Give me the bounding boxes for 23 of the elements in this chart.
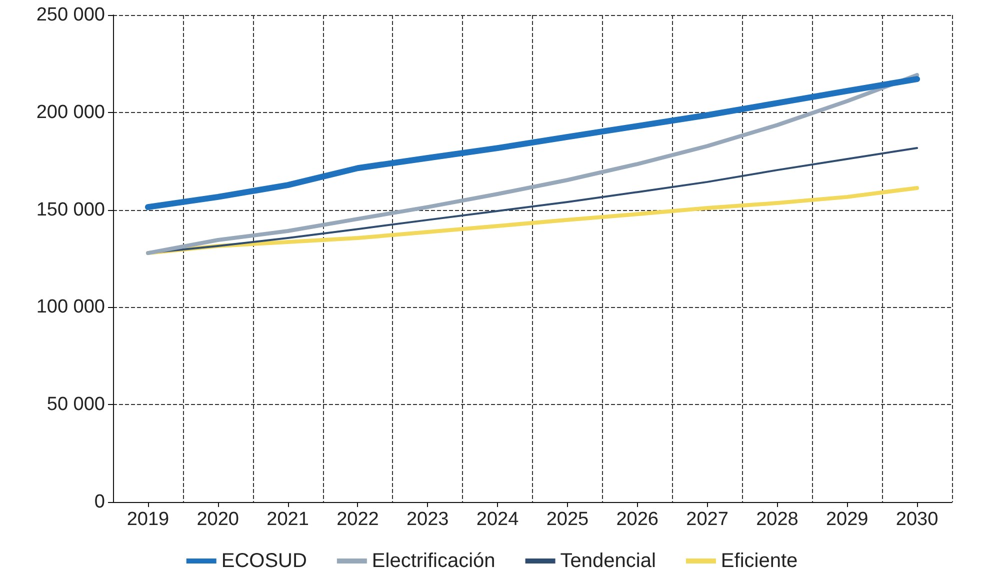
legend-label: Eficiente: [720, 550, 798, 572]
y-tick-label: 200 000: [36, 102, 105, 123]
legend-label: Electrificación: [372, 550, 496, 572]
x-tick-label: 2025: [546, 509, 589, 530]
x-tick-label: 2024: [476, 509, 520, 530]
y-tick-label: 250 000: [36, 4, 105, 26]
x-tick-label: 2029: [826, 509, 868, 530]
legend-label: ECOSUD: [221, 550, 307, 572]
x-tick-label: 2023: [406, 509, 449, 530]
x-tick-label: 2026: [616, 509, 659, 530]
x-tick-label: 2022: [336, 509, 379, 530]
legend-label: Tendencial: [560, 550, 656, 572]
x-tick-label: 2020: [196, 509, 240, 530]
x-tick-label: 2019: [126, 509, 170, 530]
y-tick-label: 0: [94, 492, 105, 512]
y-tick-label: 150 000: [36, 199, 105, 220]
x-tick-label: 2028: [756, 509, 798, 530]
x-tick-label: 2027: [686, 509, 728, 530]
line-series: [146, 73, 920, 256]
y-tick-label: 50 000: [46, 394, 105, 416]
y-tick-label: 100 000: [36, 296, 105, 318]
x-tick-label: 2021: [266, 509, 309, 530]
x-tick-label: 2030: [896, 509, 938, 530]
